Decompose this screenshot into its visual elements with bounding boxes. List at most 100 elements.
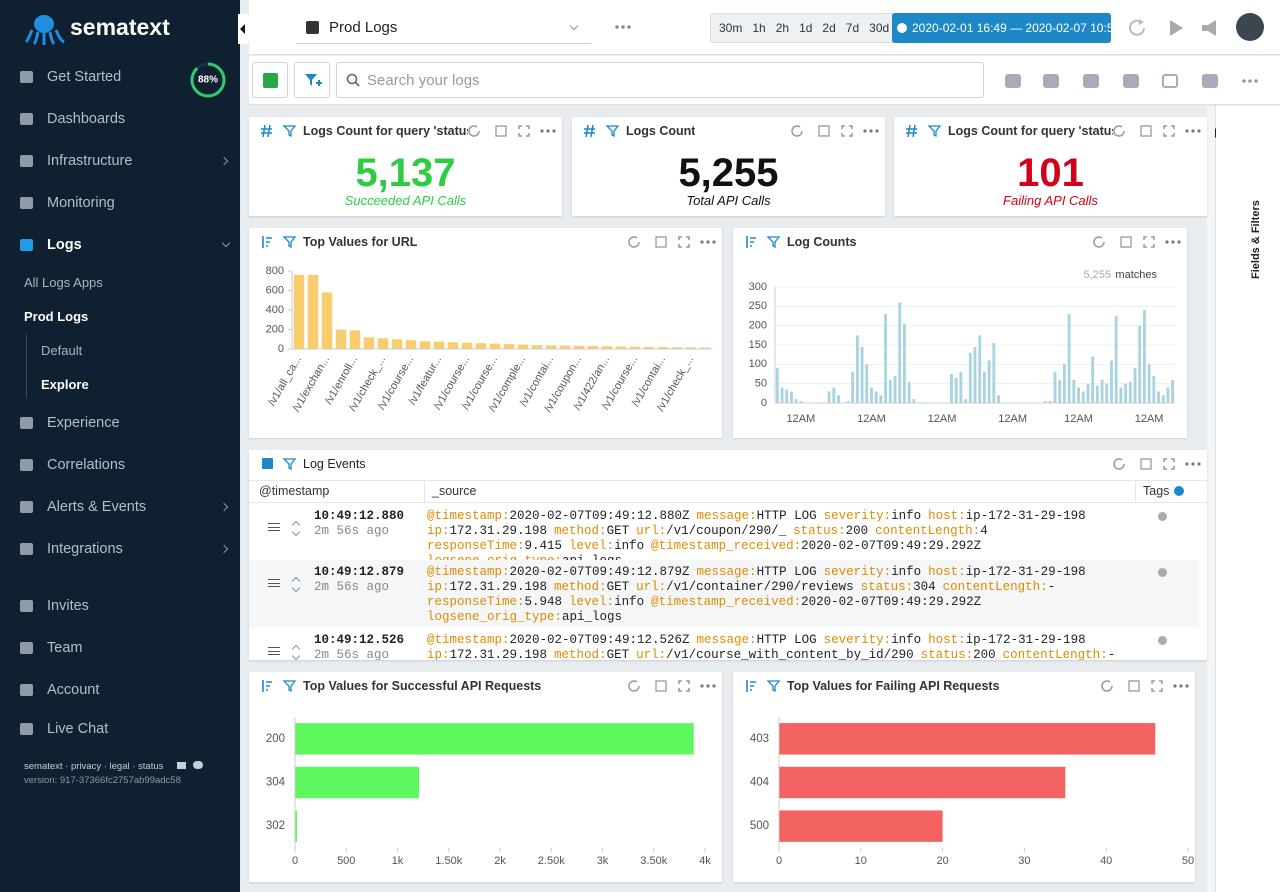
- field: url:/v1/coupon/290/_: [636, 524, 786, 539]
- announce-icon[interactable]: [1200, 18, 1222, 38]
- nav-item[interactable]: Account: [47, 682, 100, 698]
- range-button[interactable]: 1h: [752, 21, 766, 35]
- range-button[interactable]: 2h: [775, 21, 790, 35]
- bar: [1048, 401, 1052, 403]
- bar: [295, 766, 420, 799]
- nav-item[interactable]: Prod Logs: [24, 309, 89, 324]
- field-value: 9.415: [524, 539, 563, 553]
- x-tick-label: 50: [1182, 855, 1194, 867]
- log-row[interactable]: 10:49:12.526 2m 56s ago @timestamp:2020-02…: [249, 628, 1199, 660]
- bar: [531, 345, 543, 349]
- nav-item[interactable]: Integrations: [47, 541, 123, 557]
- nav-item[interactable]: Explore: [41, 377, 89, 392]
- row-expand[interactable]: [291, 583, 301, 593]
- tool-icon[interactable]: [1200, 71, 1220, 91]
- nav-item[interactable]: Get Started: [47, 69, 122, 85]
- tool-icon[interactable]: [1240, 71, 1260, 91]
- chart: 0200400600800/v1/all_ca.../v1/exchan.../…: [266, 265, 712, 415]
- field: ip:172.31.29.198: [427, 648, 547, 660]
- bar: [983, 372, 986, 403]
- tool-icon[interactable]: [1160, 71, 1180, 91]
- bar: [1166, 387, 1170, 403]
- more-dot: [1185, 129, 1189, 133]
- bar: [419, 341, 431, 349]
- nav-item[interactable]: Team: [47, 640, 83, 656]
- collapse-tab[interactable]: [238, 14, 249, 44]
- field-key: logsene_orig_type:: [427, 610, 563, 624]
- bar: [671, 347, 683, 349]
- fields-panel[interactable]: Fields & Filters: [1211, 106, 1280, 892]
- avatar[interactable]: [1236, 13, 1264, 41]
- nav-item[interactable]: All Logs Apps: [24, 275, 103, 290]
- nav-item[interactable]: Dashboards: [47, 111, 126, 127]
- more-dot: [1177, 240, 1181, 244]
- range-button[interactable]: 1d: [799, 21, 813, 35]
- add-widget[interactable]: [252, 62, 288, 98]
- range-button[interactable]: 30d: [869, 21, 890, 35]
- more-dot: [706, 240, 710, 244]
- x-tick-label: 40: [1100, 855, 1112, 867]
- bar: [907, 381, 911, 403]
- nav-item[interactable]: Infrastructure: [47, 153, 133, 169]
- bar: [912, 399, 916, 403]
- tool-icon[interactable]: [1121, 71, 1141, 91]
- field-key: responseTime:: [427, 595, 525, 609]
- field: message:HTTP LOG: [697, 509, 817, 524]
- nav-icon: [20, 155, 33, 167]
- tool-icon[interactable]: [1041, 71, 1061, 91]
- bar: [1058, 379, 1062, 403]
- filter-icon: [605, 125, 620, 138]
- nav-item[interactable]: Default: [41, 343, 83, 358]
- nav-item[interactable]: Experience: [47, 415, 120, 431]
- more-dot: [1185, 462, 1189, 466]
- bar: [629, 346, 641, 349]
- mail-icon[interactable]: [177, 762, 186, 769]
- field-value: GET: [606, 648, 630, 660]
- footer-links[interactable]: sematext · privacy · legal · status: [24, 761, 164, 772]
- bar: [1161, 395, 1165, 403]
- nav-item[interactable]: Logs: [47, 237, 82, 253]
- play-icon[interactable]: [1168, 19, 1184, 37]
- active-range[interactable]: 2020-02-01 16:49 — 2020-02-07 10:50: [892, 13, 1120, 43]
- range-button[interactable]: 30m: [719, 21, 743, 35]
- bar: [1077, 387, 1080, 403]
- refresh-icon[interactable]: [1126, 17, 1148, 39]
- y-tick-label: 150: [749, 339, 767, 351]
- more-menu[interactable]: [614, 24, 634, 30]
- search-box[interactable]: Search your logs: [336, 62, 984, 98]
- more-dot: [712, 684, 716, 688]
- nav-item[interactable]: Monitoring: [47, 195, 115, 211]
- more-dot: [1171, 240, 1175, 244]
- nav-icon: [20, 113, 33, 125]
- field-value: -: [1047, 580, 1056, 594]
- bar: [461, 342, 473, 349]
- nav-item[interactable]: Alerts & Events: [47, 499, 147, 515]
- app-select[interactable]: Prod Logs: [329, 19, 398, 36]
- row-menu: [268, 647, 280, 655]
- nav-item[interactable]: Live Chat: [47, 721, 109, 737]
- nav-item[interactable]: Correlations: [47, 457, 126, 473]
- panel-type-icons: [906, 124, 942, 138]
- twitter-icon[interactable]: [193, 761, 203, 769]
- tool-icon[interactable]: [1003, 71, 1023, 91]
- minimize-icon: [818, 125, 830, 137]
- panel-title: Log Events: [303, 457, 366, 471]
- range-button[interactable]: 2d: [822, 21, 836, 35]
- field-value: info: [614, 595, 645, 609]
- x-tick-label: 500: [337, 855, 355, 867]
- add-filter[interactable]: [294, 62, 330, 98]
- bar: [992, 343, 996, 403]
- refresh-icon: [1101, 680, 1113, 692]
- row-expand[interactable]: [291, 651, 301, 660]
- log-row[interactable]: 10:49:12.880 2m 56s ago @timestamp:2020-02…: [249, 504, 1199, 568]
- tool-icon[interactable]: [1081, 71, 1101, 91]
- dropdown-chevron[interactable]: [569, 21, 579, 31]
- log-row[interactable]: 10:49:12.879 2m 56s ago @timestamp:2020-02…: [249, 560, 1199, 627]
- more-dot: [1197, 129, 1201, 133]
- row-expand[interactable]: [291, 527, 301, 537]
- toolbar: Search your logs: [249, 56, 1280, 105]
- range-button[interactable]: 7d: [845, 21, 860, 35]
- nav-item[interactable]: Invites: [47, 598, 89, 614]
- more-dot: [1191, 129, 1195, 133]
- scroll-track: [1207, 106, 1215, 892]
